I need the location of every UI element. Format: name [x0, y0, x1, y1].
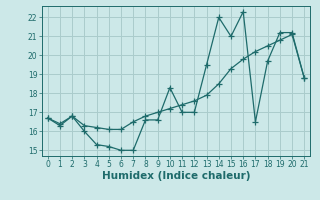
X-axis label: Humidex (Indice chaleur): Humidex (Indice chaleur)	[102, 171, 250, 181]
